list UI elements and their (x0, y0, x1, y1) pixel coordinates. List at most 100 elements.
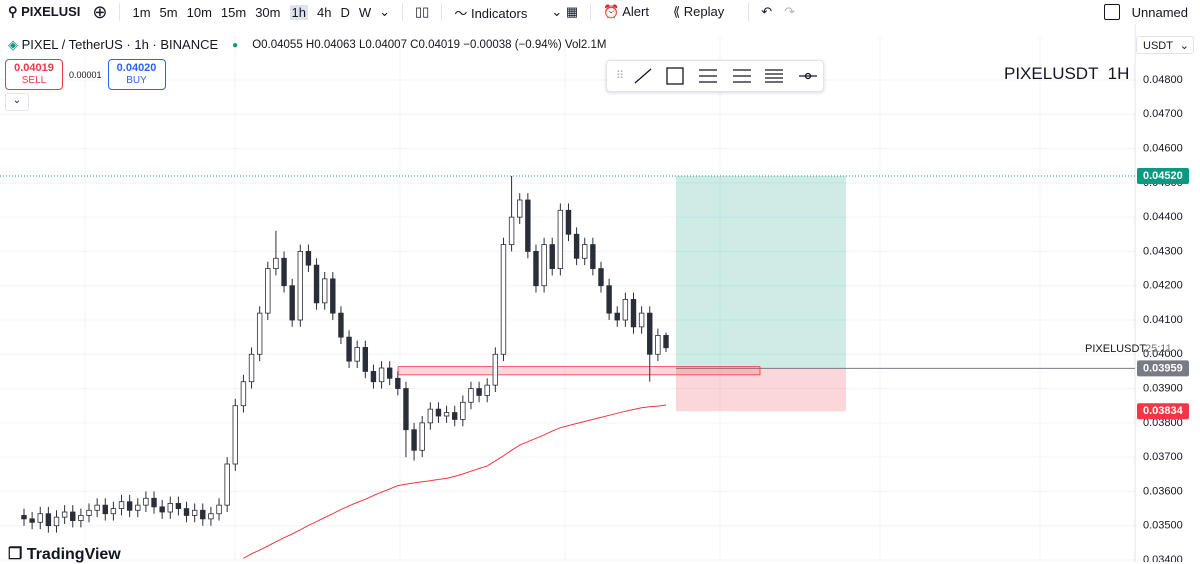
y-tick-label: 0.04300 (1143, 245, 1183, 257)
pitchfork-tool[interactable] (765, 69, 783, 83)
candle-body (476, 388, 482, 396)
candle (443, 405, 450, 423)
candle (175, 496, 182, 516)
candle-body (598, 268, 604, 287)
price-label: 0.04520 (1143, 170, 1183, 182)
candle-body (647, 312, 653, 355)
candle-body (232, 405, 238, 465)
interval[interactable]: W (358, 4, 372, 20)
candle (208, 506, 214, 526)
drag-handle[interactable]: ⠿ (616, 70, 624, 82)
interval[interactable]: D (340, 4, 350, 20)
interval-menu[interactable]: ⌄ (379, 4, 391, 19)
candle-body (378, 367, 385, 383)
candle (500, 237, 507, 362)
sell-price[interactable]: 0.04019 (14, 62, 54, 74)
currency[interactable]: USDT (1143, 40, 1173, 52)
interval[interactable]: 1h (289, 4, 308, 20)
candle-body (200, 509, 206, 520)
candle (232, 398, 238, 471)
parallel-channel-tool[interactable] (699, 69, 717, 83)
candle (435, 402, 442, 423)
candle-body (338, 312, 344, 338)
sell-label[interactable]: SELL (21, 75, 47, 86)
candle (452, 405, 458, 427)
currency-select[interactable]: USDT ⌄ (1136, 36, 1194, 54)
y-tick-label: 0.04700 (1143, 108, 1183, 120)
symbol[interactable]: PIXELUSI (21, 4, 81, 19)
candle (663, 332, 669, 352)
y-tick-label: 0.04200 (1143, 280, 1183, 292)
candle (630, 292, 637, 334)
alert-button[interactable]: ⏰ Alert (603, 4, 649, 19)
rectangle-tool[interactable] (666, 67, 684, 85)
candle (29, 512, 35, 530)
candle (647, 306, 653, 382)
candle (37, 506, 43, 530)
y-tick-label: 0.03400 (1143, 554, 1183, 562)
buy-price[interactable]: 0.04020 (116, 62, 157, 74)
candle-body (452, 412, 458, 420)
buy-button[interactable]: 0.04020 BUY (107, 59, 166, 90)
chart-type[interactable]: ▯▯ (415, 4, 430, 19)
redo[interactable]: ↷ (784, 4, 796, 19)
candle-body (622, 299, 629, 321)
undo[interactable]: ↶ (761, 4, 773, 19)
sell-button[interactable]: 0.04019 SELL (5, 59, 63, 90)
layout-name[interactable]: Unnamed (1131, 4, 1188, 20)
candle (541, 237, 547, 293)
templates[interactable]: ⌄ ▦ (551, 4, 579, 19)
candle-body (614, 312, 620, 321)
candle (606, 278, 612, 321)
layout-checkbox[interactable] (1103, 4, 1120, 20)
candle-body (638, 312, 645, 328)
interval[interactable]: 15m (220, 4, 247, 20)
y-tick-label: 0.04800 (1143, 74, 1183, 86)
candle-body (435, 408, 442, 417)
candle (281, 251, 287, 293)
candle-body (346, 336, 352, 362)
candle-body (443, 412, 450, 417)
ohlc-open: O0.04055 (252, 39, 303, 51)
interval[interactable]: 10m (186, 4, 212, 20)
collapse-button[interactable]: ⌄ (5, 93, 29, 111)
top-toolbar: ⚲ PIXELUSI ⊕ 1m 5m 10m 15m 30m 1h 4h D W ⌄ ▯▯ 〜 … (0, 0, 1200, 24)
alert[interactable]: Alert (622, 4, 649, 19)
interval[interactable]: 5m (159, 4, 178, 20)
candle-body (175, 503, 182, 509)
candle (386, 361, 393, 386)
countdown-time: 25:11 (1145, 343, 1172, 355)
symbol-search[interactable]: ⚲ PIXELUSI (8, 4, 81, 19)
candle-body (110, 508, 117, 515)
candle-body (53, 516, 60, 527)
replay[interactable]: Replay (683, 4, 725, 19)
candle-body (411, 429, 417, 451)
interval[interactable]: 1m (132, 4, 151, 20)
candle (573, 227, 580, 266)
candle-body (248, 353, 255, 383)
brand: TradingView (26, 546, 121, 563)
interval[interactable]: 30m (255, 4, 281, 20)
candle-body (573, 233, 580, 259)
indicators-button[interactable]: 〜 Indicators (454, 5, 528, 21)
candle (151, 491, 157, 514)
candle (427, 402, 434, 430)
candle (370, 364, 377, 389)
candle (557, 203, 564, 276)
replay-button[interactable]: ⟪ Replay (672, 4, 725, 19)
y-tick-label: 0.03700 (1143, 451, 1183, 463)
candle-body (240, 381, 247, 407)
candle-body (183, 508, 190, 516)
candle-body (630, 299, 637, 328)
candle-body (525, 199, 531, 252)
fib-tool[interactable] (733, 69, 751, 83)
interval[interactable]: 4h (316, 4, 332, 20)
trend-line-tool[interactable] (634, 68, 652, 84)
candle (78, 508, 84, 528)
add-symbol[interactable]: ⊕ (92, 1, 108, 22)
indicators[interactable]: Indicators (470, 5, 528, 21)
buy-label[interactable]: BUY (126, 75, 147, 86)
candle-body (159, 506, 165, 513)
candle-body (21, 515, 27, 520)
